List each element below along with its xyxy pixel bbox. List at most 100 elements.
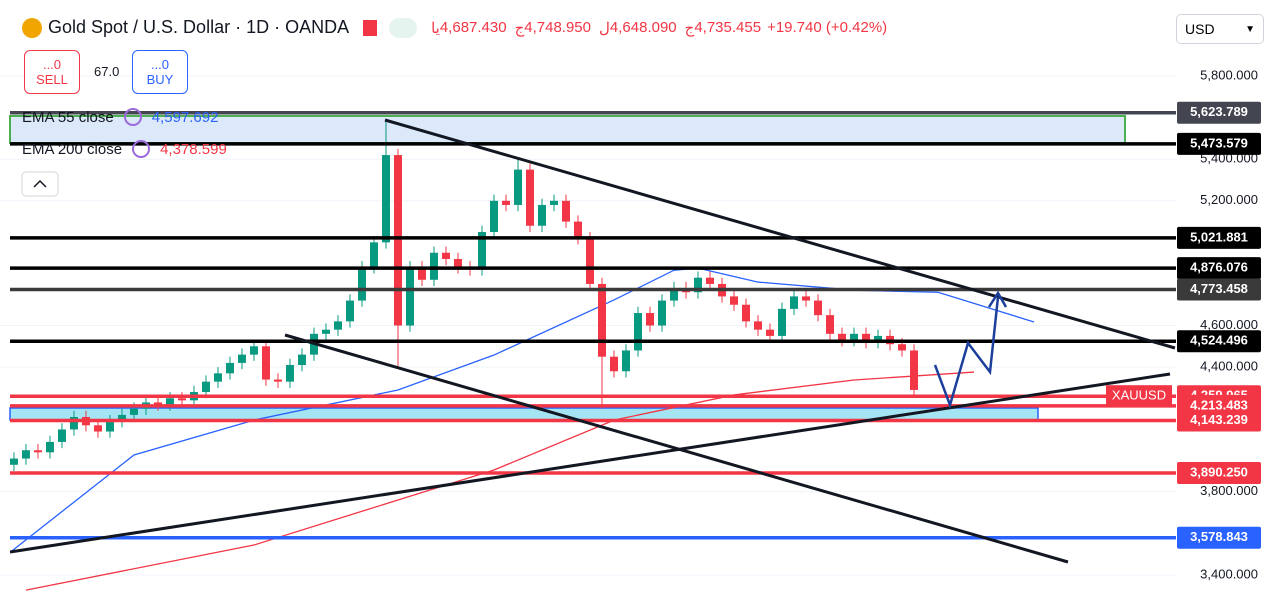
symbol[interactable]: Gold Spot / U.S. Dollar · 1D · OANDA [48, 17, 350, 37]
indicator: EMA 55 close 4,597.692 [22, 108, 218, 126]
level-tag [1177, 257, 1261, 280]
candle-body [477, 231, 486, 270]
candle-body [790, 296, 799, 309]
candle-body [634, 313, 643, 351]
candle-body [598, 283, 607, 357]
level-label: 4,143.239 [1190, 412, 1248, 427]
candle-body [165, 398, 174, 405]
candle-body [369, 242, 378, 268]
sell-price: ...0 [42, 57, 62, 72]
symbol-tag [1106, 385, 1172, 408]
y-tick-label: 3,800.000 [1200, 483, 1258, 498]
indicator-name: EMA 55 close [22, 108, 114, 126]
candle-body [754, 321, 763, 330]
candle-body [501, 200, 510, 205]
candle-body [561, 200, 570, 222]
collapse-button[interactable] [21, 171, 59, 197]
candle-body [21, 450, 30, 459]
candle-body [153, 402, 162, 405]
candle-body [417, 267, 426, 280]
axis-labels: 5,800.0005,400.0005,200.0004,600.0004,40… [1106, 68, 1261, 581]
sell-label: SELL [36, 72, 68, 87]
candle-body [586, 238, 594, 284]
level-label: 4,524.496 [1190, 333, 1248, 348]
candle-body [177, 398, 186, 401]
candle-body [850, 333, 859, 341]
candle-body [201, 381, 210, 393]
arrow-head [987, 290, 1008, 308]
y-tick-label: 3,400.000 [1200, 566, 1258, 581]
candle-body [357, 267, 366, 301]
ohlc-prefix: يا [431, 19, 440, 37]
level-label: 3,578.843 [1190, 529, 1248, 544]
candle-body [381, 155, 390, 243]
candle-body [658, 300, 667, 326]
candle-body [670, 288, 679, 301]
level-tag [1177, 409, 1261, 432]
ohlc-item: ج 4,748.950 [515, 19, 591, 37]
currency-select[interactable]: USD ▼ [1176, 14, 1264, 44]
level-tag [1177, 132, 1261, 155]
candle-body [742, 304, 751, 322]
flag-icon[interactable] [363, 19, 378, 36]
level-tag [1177, 330, 1261, 353]
candle-body [345, 300, 354, 322]
candle-body [225, 362, 234, 374]
level-label: 4,213.483 [1190, 397, 1248, 412]
candle-body [105, 421, 114, 432]
candle-body [237, 354, 246, 363]
indicator-icon [123, 108, 142, 126]
candle-body [549, 200, 558, 205]
candle-body [441, 252, 450, 259]
candle-body [826, 315, 835, 334]
candle-body [117, 414, 126, 422]
y-tick-label: 4,600.000 [1200, 317, 1258, 332]
candle-body [778, 308, 787, 336]
candle-body [513, 169, 522, 205]
candle-body [802, 296, 811, 301]
indicator-icon [132, 140, 151, 158]
buy-price: ...0 [150, 57, 170, 72]
ohlc-item: ج 4,735.455 [685, 19, 761, 37]
level-label: 4,773.458 [1190, 281, 1248, 296]
candle-body [706, 277, 715, 284]
candle-body [646, 313, 655, 326]
candle-body [273, 379, 282, 382]
y-tick-label: 5,800.000 [1200, 68, 1258, 83]
market-status [389, 17, 418, 38]
level-tag [1177, 278, 1261, 301]
candle-body [285, 365, 294, 382]
level-tag [1177, 462, 1261, 485]
ohlc-value: 4,735.455 [694, 18, 762, 36]
candle-body [573, 221, 582, 239]
candle-body [694, 277, 703, 293]
candle-body [537, 204, 546, 226]
candle-body [766, 329, 775, 336]
candle-body [249, 346, 258, 355]
level-label: 5,623.789 [1190, 104, 1248, 119]
sell-button[interactable]: ...0 SELL [24, 50, 80, 94]
spread: 67.0 [94, 64, 120, 79]
candle-body [862, 333, 871, 343]
buy-button[interactable]: ...0 BUY [132, 50, 188, 94]
ohlc-prefix: ج [684, 19, 695, 37]
candle-body [814, 300, 823, 316]
header: Gold Spot / U.S. Dollar · 1D · OANDA يا 4… [22, 17, 887, 38]
buy-label: BUY [146, 72, 174, 87]
candle-body [33, 450, 42, 453]
level-tag [1177, 101, 1261, 124]
ohlc-item: يا 4,687.430 [431, 19, 506, 37]
drawings [9, 118, 1176, 564]
candle-body [261, 346, 270, 380]
candle-body [321, 329, 330, 334]
indicator-value: 4,378.599 [160, 140, 227, 158]
symbol-icon [22, 17, 42, 38]
candle-body [393, 155, 402, 326]
plot [0, 75, 1176, 591]
candle-body [57, 429, 66, 442]
candle-body [730, 296, 739, 305]
projection-arrow [933, 296, 1000, 409]
candle-body [453, 259, 462, 268]
